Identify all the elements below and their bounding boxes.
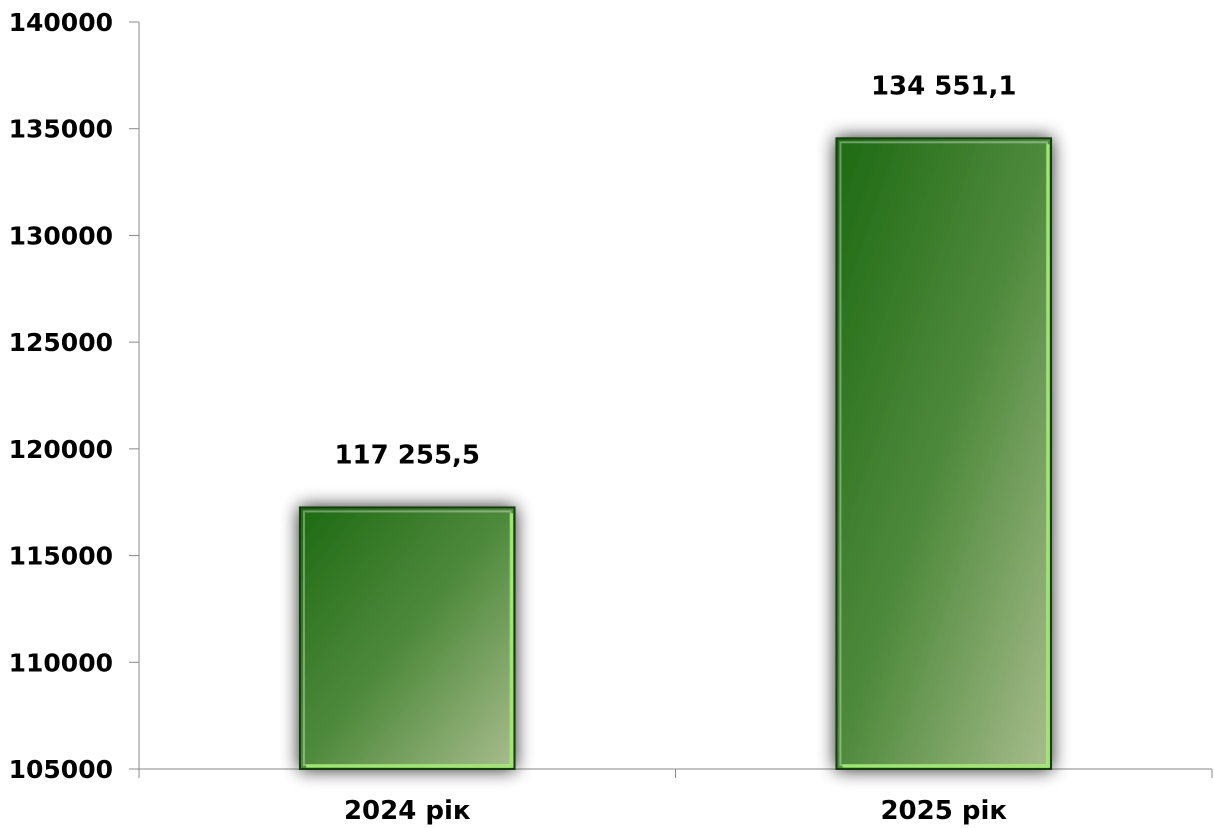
x-category-label: 2024 рік bbox=[344, 796, 471, 826]
bar-body bbox=[298, 506, 516, 770]
y-axis: 105000 110000 115000 120000 125000 130000 1350… bbox=[9, 8, 140, 784]
y-tick-label: 115000 bbox=[9, 542, 113, 571]
bars bbox=[298, 137, 1053, 770]
y-tick-label: 120000 bbox=[9, 435, 113, 464]
bar-body bbox=[835, 137, 1053, 770]
y-tick-label: 130000 bbox=[9, 221, 113, 250]
data-label: 117 255,5 bbox=[334, 440, 480, 470]
y-tick-label: 125000 bbox=[9, 328, 113, 357]
y-tick-label: 135000 bbox=[9, 115, 113, 144]
y-tick-label: 110000 bbox=[9, 648, 113, 677]
data-labels: 117 255,5 134 551,1 bbox=[334, 71, 1016, 470]
y-tick-label: 140000 bbox=[9, 8, 113, 37]
data-label: 134 551,1 bbox=[871, 71, 1017, 101]
y-tick-label: 105000 bbox=[9, 755, 113, 784]
x-category-label: 2025 рік bbox=[880, 796, 1007, 826]
x-axis: 2024 рік 2025 рік bbox=[138, 768, 1213, 826]
bar bbox=[298, 506, 516, 770]
bar bbox=[835, 137, 1053, 770]
